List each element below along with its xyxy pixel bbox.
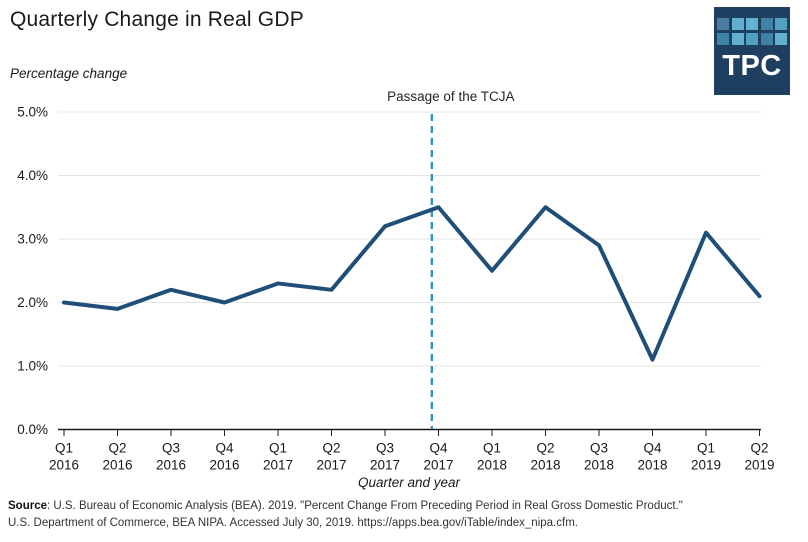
x-tick-year-label: 2016 — [102, 458, 132, 473]
logo-square — [717, 32, 729, 45]
x-tick-quarter-label: Q3 — [590, 441, 608, 456]
logo-square — [731, 32, 744, 45]
logo-square — [746, 32, 758, 45]
source-line-2: U.S. Department of Commerce, BEA NIPA. A… — [8, 517, 578, 529]
x-tick-year-label: 2016 — [156, 458, 186, 473]
source-label: Source — [8, 500, 47, 512]
logo-squares-grid — [717, 18, 787, 45]
logo-square — [717, 18, 729, 30]
y-tick-label: 1.0% — [17, 359, 48, 374]
x-tick-year-label: 2018 — [637, 458, 667, 473]
logo-square — [760, 18, 773, 30]
x-tick-quarter-label: Q1 — [697, 441, 715, 456]
y-tick-label: 2.0% — [17, 295, 48, 310]
x-tick-quarter-label: Q1 — [269, 441, 287, 456]
x-tick-quarter-label: Q4 — [215, 441, 234, 456]
x-tick-quarter-label: Q1 — [55, 441, 73, 456]
x-tick-year-label: 2019 — [744, 458, 774, 473]
source-line-1: Source: U.S. Bureau of Economic Analysis… — [8, 500, 683, 512]
x-tick-year-label: 2017 — [423, 458, 453, 473]
logo-square — [731, 18, 744, 30]
x-tick-year-label: 2017 — [370, 458, 400, 473]
y-tick-label: 3.0% — [17, 232, 48, 247]
x-tick-quarter-label: Q4 — [429, 441, 448, 456]
x-tick-quarter-label: Q2 — [108, 441, 126, 456]
x-tick-quarter-label: Q2 — [750, 441, 768, 456]
y-tick-label: 4.0% — [17, 168, 48, 183]
gdp-line-series — [62, 205, 762, 362]
x-tick-quarter-label: Q2 — [322, 441, 340, 456]
x-axis-title: Quarter and year — [358, 475, 461, 490]
chart-subtitle: Percentage change — [10, 66, 128, 81]
x-tick-year-label: 2018 — [530, 458, 560, 473]
y-tick-label: 0.0% — [17, 422, 48, 437]
x-tick-year-label: 2016 — [49, 458, 79, 473]
logo-square — [775, 18, 787, 30]
x-tick-year-label: 2019 — [691, 458, 721, 473]
tpc-logo: TPC — [714, 7, 790, 95]
x-tick-quarter-label: Q3 — [376, 441, 394, 456]
x-tick-year-label: 2018 — [477, 458, 507, 473]
y-tick-label: 5.0% — [17, 105, 48, 120]
logo-square — [746, 18, 758, 30]
logo-square — [760, 32, 773, 45]
x-tick-quarter-label: Q2 — [536, 441, 554, 456]
logo-square — [775, 32, 787, 45]
tcja-annotation-label: Passage of the TCJA — [387, 89, 514, 104]
x-tick-quarter-label: Q4 — [643, 441, 662, 456]
x-tick-year-label: 2018 — [584, 458, 614, 473]
source-note: Source: U.S. Bureau of Economic Analysis… — [8, 498, 802, 532]
page-title: Quarterly Change in Real GDP — [10, 8, 304, 31]
x-tick-year-label: 2017 — [316, 458, 346, 473]
x-tick-quarter-label: Q3 — [162, 441, 180, 456]
x-tick-year-label: 2017 — [263, 458, 293, 473]
x-tick-quarter-label: Q1 — [483, 441, 501, 456]
logo-text: TPC — [722, 49, 782, 82]
x-tick-year-label: 2016 — [209, 458, 239, 473]
